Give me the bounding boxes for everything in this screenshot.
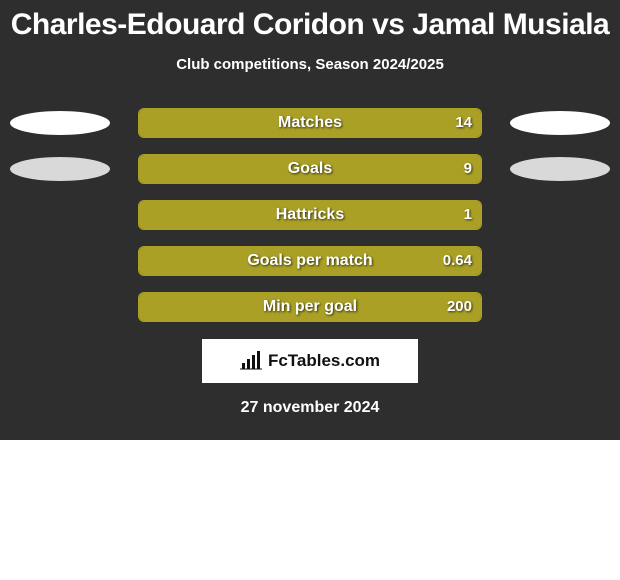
decor-ellipse-right xyxy=(510,157,610,181)
page-title: Charles-Edouard Coridon vs Jamal Musiala xyxy=(0,8,620,42)
bar-rows: Matches 14 Goals 9 Hattricks 1 Goals per xyxy=(0,101,620,331)
branding-text: FcTables.com xyxy=(268,351,380,371)
decor-ellipse-left xyxy=(10,157,110,181)
bar-row: Matches 14 xyxy=(0,101,620,147)
bar-track xyxy=(138,154,482,184)
branding-badge: FcTables.com xyxy=(202,339,418,383)
bar-row: Goals per match 0.64 xyxy=(0,239,620,285)
page-subtitle: Club competitions, Season 2024/2025 xyxy=(0,56,620,73)
comparison-panel: Charles-Edouard Coridon vs Jamal Musiala… xyxy=(0,0,620,440)
bar-row: Min per goal 200 xyxy=(0,285,620,331)
bar-fill xyxy=(139,109,481,137)
decor-ellipse-right xyxy=(510,111,610,135)
bar-fill xyxy=(139,155,481,183)
bar-chart-icon xyxy=(240,351,262,371)
bar-track xyxy=(138,246,482,276)
footer-date: 27 november 2024 xyxy=(0,399,620,417)
decor-ellipse-left xyxy=(10,111,110,135)
bar-track xyxy=(138,200,482,230)
bar-fill xyxy=(139,247,481,275)
bar-row: Goals 9 xyxy=(0,147,620,193)
bar-row: Hattricks 1 xyxy=(0,193,620,239)
bar-track xyxy=(138,292,482,322)
bar-fill xyxy=(139,293,481,321)
bar-fill xyxy=(139,201,481,229)
bar-track xyxy=(138,108,482,138)
